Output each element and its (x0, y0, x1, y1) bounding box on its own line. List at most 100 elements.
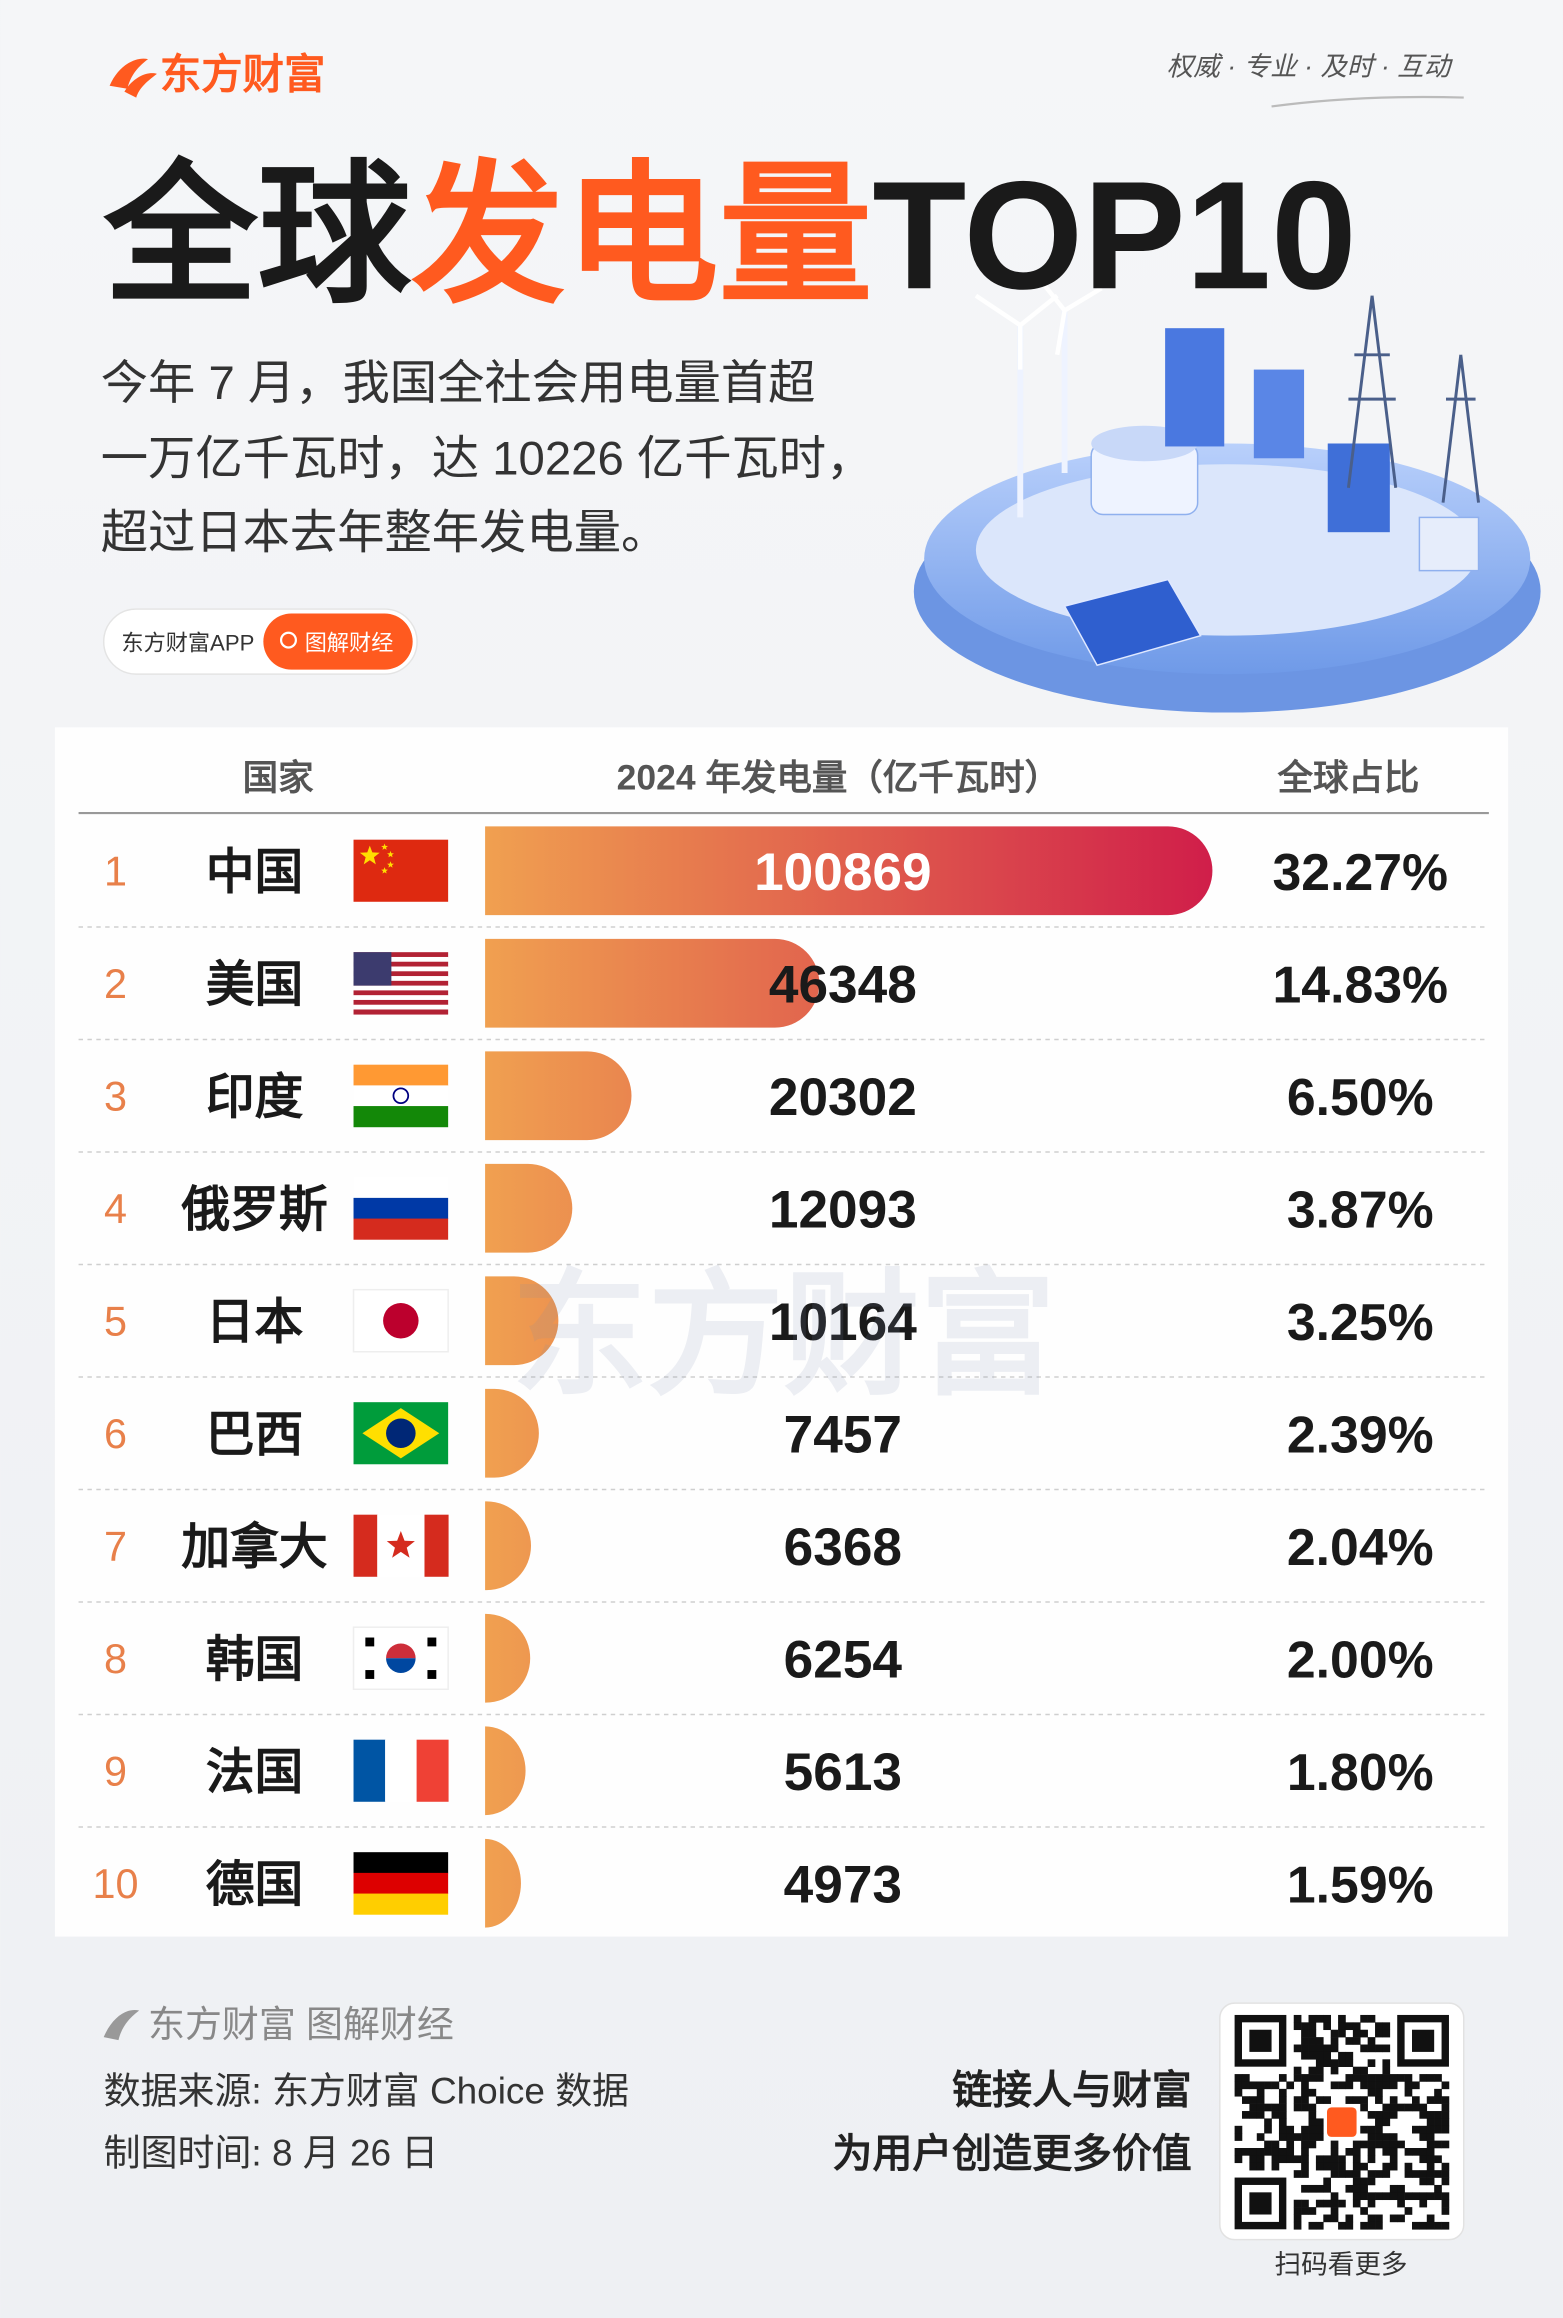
table-rows: 1 中国 100869 32.27% 2 美国 46348 14.83% 3 印度 20302 6.5… (78, 826, 1489, 1928)
qr-module (1375, 2118, 1383, 2127)
qr-module (1375, 2140, 1383, 2149)
qr-module (1367, 2081, 1376, 2090)
bar (485, 826, 1213, 916)
qr-module (1345, 2184, 1354, 2193)
tagline: 权威 · 专业 · 及时 · 互动 (1167, 51, 1454, 81)
qr-module (1397, 2103, 1405, 2112)
brand-logo: 东方财富 (109, 52, 325, 98)
qr-module (1367, 2014, 1376, 2023)
qr-module (1404, 2192, 1413, 2201)
qr-module (1426, 2147, 1435, 2156)
qr-module (1434, 2140, 1442, 2149)
qr-module (1308, 2140, 1317, 2149)
qr-module (1367, 2214, 1376, 2223)
share-label: 1.80% (1287, 1743, 1434, 1801)
qr-module (1315, 2074, 1324, 2082)
qr-module (1441, 2111, 1450, 2119)
qr-module (1419, 2111, 1428, 2119)
qr-module (1382, 2044, 1391, 2053)
qr-module (1323, 2044, 1331, 2053)
building (1327, 443, 1390, 533)
qr-module (1323, 2162, 1331, 2171)
qr-module (1323, 2199, 1331, 2208)
qr-module (1404, 2081, 1413, 2090)
flag-wheel (392, 1087, 410, 1105)
qr-module (1234, 2088, 1243, 2097)
qr-module (1278, 2118, 1287, 2127)
qr-module (1375, 2192, 1383, 2201)
qr-module (1345, 2022, 1354, 2031)
share-label: 14.83% (1273, 955, 1448, 1013)
solar-panel (1063, 578, 1202, 667)
column-header: 全球占比 (1276, 757, 1419, 797)
qr-module (1360, 2096, 1368, 2104)
qr-module (1330, 2081, 1339, 2090)
qr-module (1419, 2155, 1428, 2164)
qr-module (1426, 2074, 1435, 2082)
footer-logo-icon (103, 2009, 140, 2041)
qr-module (1293, 2066, 1302, 2075)
qr-module (1315, 2066, 1324, 2075)
qr-module (1256, 2088, 1265, 2097)
bar (485, 1163, 573, 1253)
slogan: 为用户创造更多价值 (833, 2132, 1192, 2176)
qr-module (1338, 2051, 1346, 2060)
qr-module (1301, 2170, 1309, 2178)
qr-module (1382, 2147, 1391, 2156)
flag-trigram (365, 1670, 375, 1679)
qr-module (1338, 2014, 1346, 2023)
qr-module (1323, 2051, 1331, 2060)
qr-module (1419, 2170, 1428, 2178)
flag-stripe (353, 952, 449, 958)
qr-module (1434, 2088, 1442, 2097)
qr-module (1389, 2184, 1398, 2193)
qr-module (1426, 2155, 1435, 2164)
qr-module (1404, 2103, 1413, 2112)
qr-module (1301, 2147, 1309, 2156)
qr-module (1330, 2155, 1339, 2164)
qr-logo (1326, 2107, 1357, 2137)
qr-module (1330, 2037, 1339, 2045)
share-label: 2.39% (1287, 1405, 1434, 1463)
qr-module (1360, 2162, 1368, 2171)
qr-module (1301, 2074, 1309, 2082)
qr-module (1375, 2214, 1383, 2223)
qr-module (1375, 2170, 1383, 2178)
qr-module (1293, 2014, 1302, 2023)
flag-trigram (365, 1637, 375, 1647)
qr-module (1301, 2029, 1309, 2038)
qr-module (1308, 2118, 1317, 2127)
qr-module (1389, 2214, 1398, 2223)
flag-stripe (353, 961, 449, 967)
qr-module (1301, 2207, 1309, 2215)
qr-module (1315, 2051, 1324, 2060)
qr-module (1301, 2184, 1309, 2193)
qr-module (1382, 2140, 1391, 2149)
country-name: 加拿大 (181, 1519, 328, 1574)
data-source: 数据来源: 东方财富 Choice 数据 (104, 2071, 629, 2112)
qr-module (1397, 2184, 1405, 2193)
qr-module (1256, 2096, 1265, 2104)
qr-module (1264, 2147, 1272, 2156)
qr-module (1434, 2155, 1442, 2164)
qr-module (1293, 2103, 1302, 2112)
qr-module (1338, 2162, 1346, 2171)
qr-module (1308, 2125, 1317, 2134)
qr-module (1301, 2022, 1309, 2031)
qr-module (1256, 2147, 1265, 2156)
qr-module (1301, 2155, 1309, 2164)
qr-module (1426, 2111, 1435, 2119)
qr-module (1419, 2192, 1428, 2201)
qr-module (1412, 2192, 1420, 2201)
flag-stripe (353, 956, 449, 963)
share-label: 2.04% (1287, 1518, 1434, 1576)
qr-module (1389, 2140, 1398, 2149)
qr-module (1315, 2221, 1324, 2230)
qr-module (1278, 2125, 1287, 2134)
flag-stripe (353, 1739, 386, 1802)
qr-module (1360, 2184, 1368, 2193)
qr-module (1249, 2111, 1258, 2119)
qr-module (1426, 2140, 1435, 2149)
qr-module (1301, 2044, 1309, 2053)
